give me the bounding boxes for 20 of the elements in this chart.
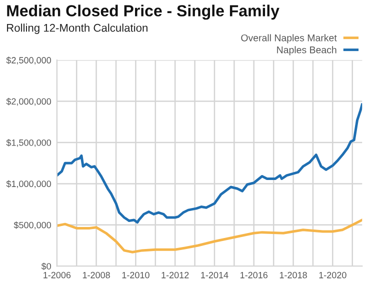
- x-tick-label: 1-2008: [82, 272, 110, 278]
- y-tick-label: $2,500,000: [6, 56, 52, 65]
- x-tick-label: 1-2012: [162, 272, 189, 278]
- legend-label: Naples Beach: [277, 46, 336, 56]
- chart-title: Median Closed Price - Single Family: [7, 4, 280, 20]
- legend-label: Overall Naples Market: [241, 34, 337, 44]
- y-tick-label: $1,000,000: [6, 180, 52, 188]
- chart-subtitle: Rolling 12-Month Calculation: [7, 24, 148, 34]
- line-series: [56, 103, 362, 224]
- x-tick-label: 1-2016: [240, 272, 268, 278]
- x-tick-label: 1-2018: [280, 272, 307, 278]
- x-tick-label: 1-2014: [201, 272, 228, 278]
- line-series: [56, 218, 362, 254]
- y-tick-label: $1,500,000: [6, 139, 52, 147]
- y-tick-label: $0: [41, 262, 52, 270]
- x-tick-label: 1-2020: [319, 272, 346, 278]
- x-tick-label: 1-2006: [44, 272, 71, 278]
- y-tick-label: $500,000: [14, 221, 52, 230]
- y-tick-label: $2,000,000: [6, 98, 52, 106]
- x-tick-label: 1-2010: [122, 272, 150, 278]
